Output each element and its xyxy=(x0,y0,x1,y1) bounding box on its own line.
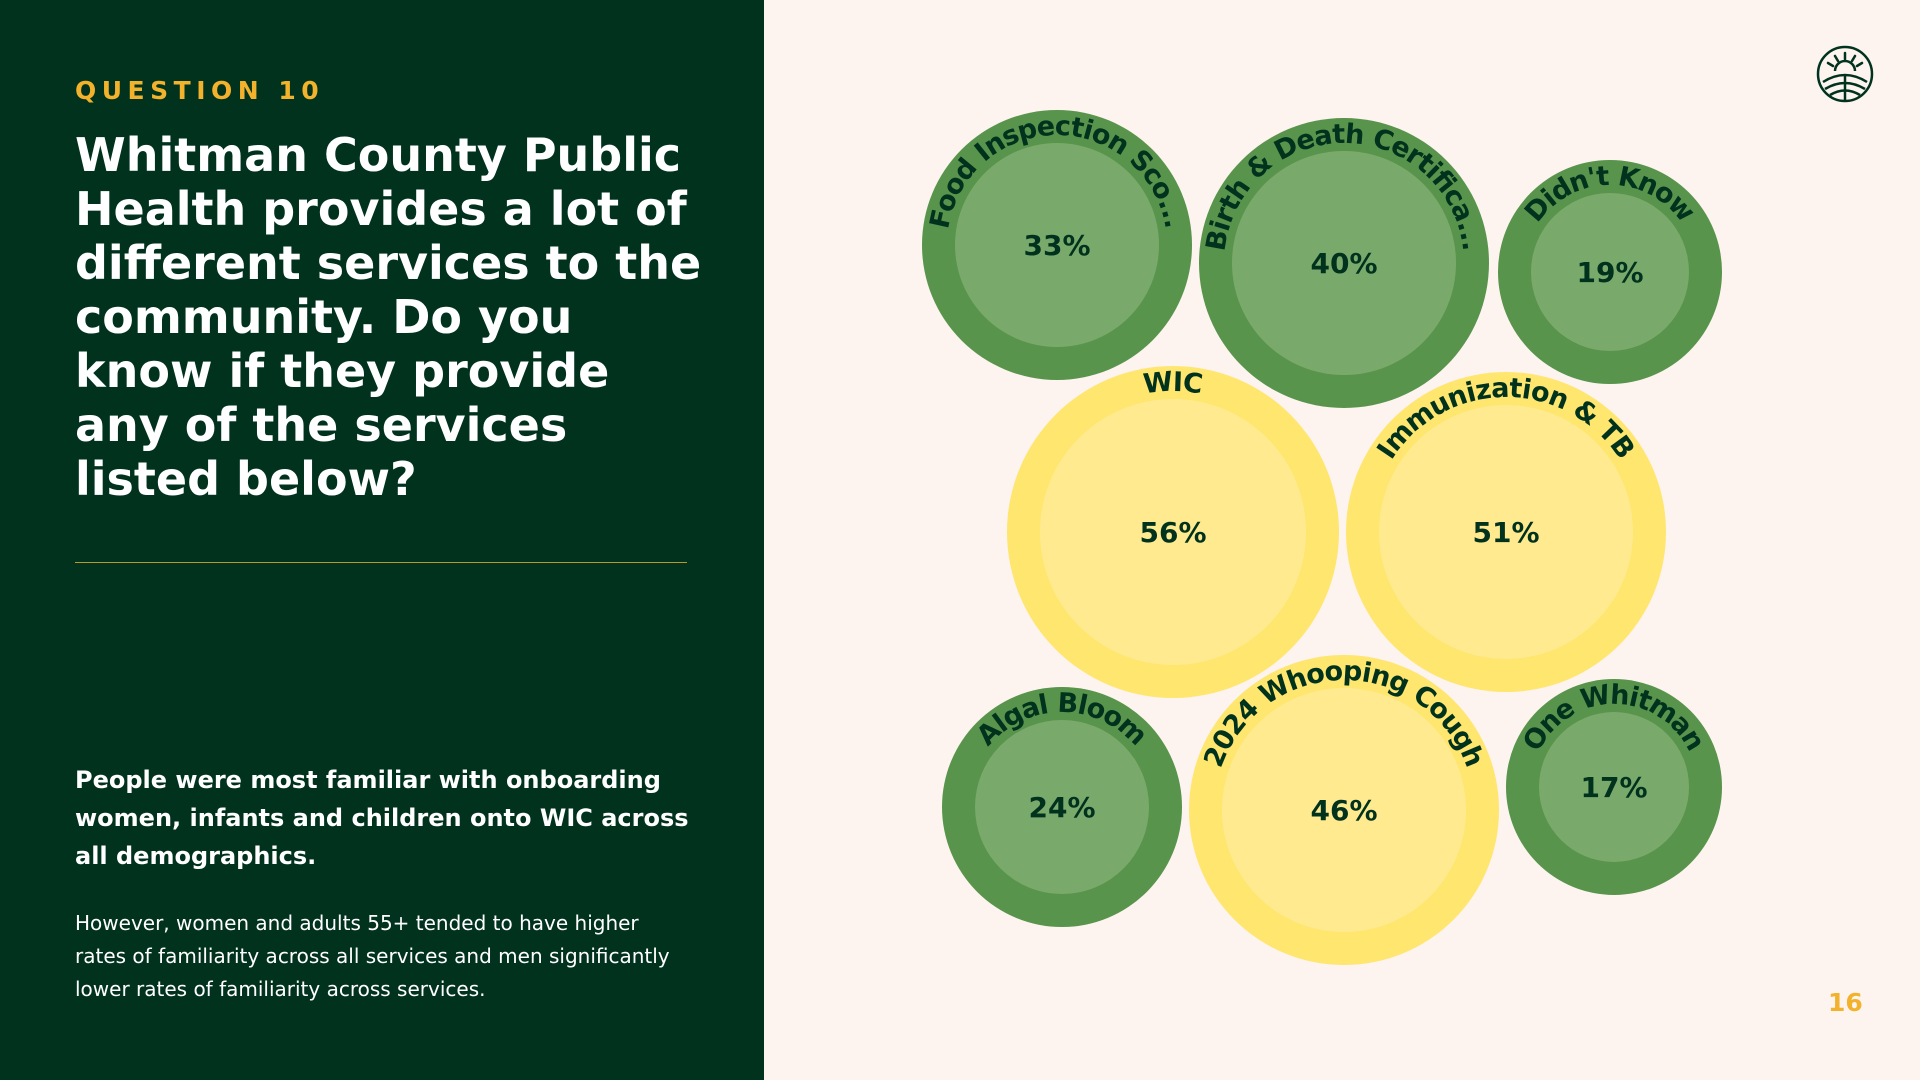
question-number: QUESTION 10 xyxy=(75,76,325,105)
bubble: 51%Immunization & TB xyxy=(1346,372,1666,692)
finding-detail: However, women and adults 55+ tended to … xyxy=(75,911,670,1001)
page-number: 16 xyxy=(1828,988,1863,1017)
bubble-inner xyxy=(1379,405,1633,659)
bubble-inner xyxy=(1222,688,1466,932)
bubble-value-label: 33% xyxy=(1023,229,1090,262)
bubble: 46%2024 Whooping Cough xyxy=(1189,655,1499,965)
bubble-inner xyxy=(1539,712,1689,862)
bubble: 17%One Whitman xyxy=(1506,679,1722,895)
bubble-inner xyxy=(1040,399,1306,665)
bubble: 56%WIC xyxy=(1007,366,1339,698)
bubble: 33%Food Inspection Sco... xyxy=(922,110,1192,380)
bubble-inner xyxy=(1531,193,1689,351)
bubble-value-label: 46% xyxy=(1310,794,1377,827)
key-finding: People were most familiar with onboardin… xyxy=(75,766,689,870)
bubble-inner xyxy=(1232,151,1456,375)
bubble-inner xyxy=(975,720,1149,894)
bubble-value-label: 24% xyxy=(1028,791,1095,824)
organization-logo-icon xyxy=(1816,45,1874,103)
bubble-value-label: 51% xyxy=(1472,516,1539,549)
bubble: 19%Didn't Know xyxy=(1498,160,1722,384)
bubble: 40%Birth & Death Certifica... xyxy=(1199,118,1489,408)
question-text: Whitman County Public Health provides a … xyxy=(75,128,702,506)
bubble-value-label: 56% xyxy=(1139,516,1206,549)
bubble-chart: 33%Food Inspection Sco...40%Birth & Deat… xyxy=(922,110,1722,965)
bubble-inner xyxy=(955,143,1159,347)
bubble-value-label: 17% xyxy=(1580,771,1647,804)
bubble-value-label: 40% xyxy=(1310,247,1377,280)
bubble: 24%Algal Bloom xyxy=(942,687,1182,927)
divider xyxy=(75,562,687,563)
bubble-value-label: 19% xyxy=(1576,256,1643,289)
left-panel: QUESTION 10 Whitman County Public Health… xyxy=(0,0,764,1080)
